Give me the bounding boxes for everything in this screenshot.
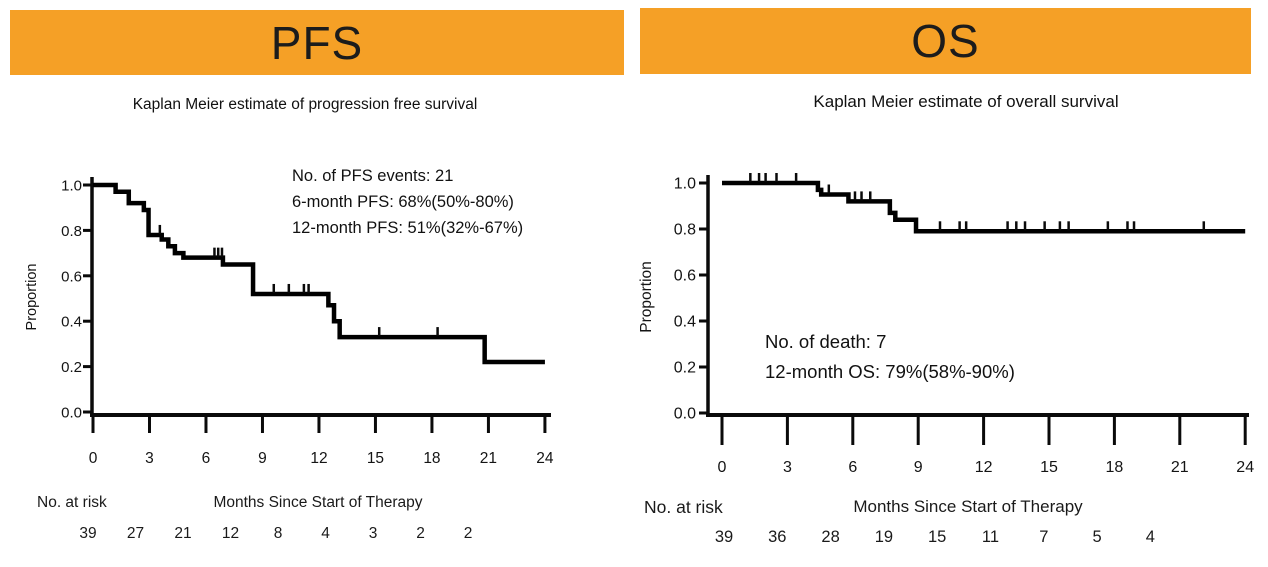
km-curve [722,180,1246,234]
x-tick-label: 18 [1106,459,1124,476]
risk-count: 12 [221,525,240,542]
y-tick-label: 0.8 [61,223,82,240]
risk-count: 39 [714,528,734,546]
risk-count: 4 [321,525,330,542]
pfs-km-plot: 0.0 0.2 0.4 0.6 0.8 1.0 0 3 6 9 12 15 18 21 24 Proporti… [24,177,554,467]
x-tick-label: 9 [258,450,267,467]
x-tick-label: 21 [480,450,497,467]
risk-count: 15 [928,528,947,546]
x-tick-label: 21 [1171,459,1189,476]
x-tick-label: 15 [1040,459,1058,476]
risk-count: 4 [1145,528,1155,546]
risk-count: 2 [416,525,425,542]
risk-count: 36 [768,528,787,546]
y-tick-label: 1.0 [674,176,696,193]
x-tick-label: 12 [310,450,327,467]
annotation-line: No. of PFS events: 21 [292,167,454,185]
km-curve [93,182,545,365]
os-risk-label: No. at risk [644,497,723,517]
os-banner: OS [640,8,1251,74]
y-tick-label: 0.8 [674,222,696,239]
risk-count: 19 [874,528,894,546]
os-x-axis-title: Months Since Start of Therapy [853,497,1083,516]
x-tick-label: 6 [848,459,857,476]
y-tick-label: 0.4 [674,314,696,331]
pfs-risk-label: No. at risk [37,494,107,511]
annotation-line: 12-month OS: 79%(58%-90%) [765,361,1015,382]
y-tick-label: 0.2 [674,360,696,377]
x-tick-label: 6 [202,450,211,467]
risk-count: 28 [821,528,840,546]
risk-count: 7 [1039,528,1049,546]
pfs-banner: PFS [10,10,624,75]
x-tick-label: 18 [423,450,440,467]
pfs-annotation-block: No. of PFS events: 21 6-month PFS: 68%(50… [292,163,523,241]
panel-os: OS Kaplan Meier estimate of overall surv… [634,0,1268,567]
os-risk-row: 39 36 28 19 15 11 7 5 4 [634,528,1268,558]
x-tick-label: 12 [975,459,993,476]
y-tick-label: 0.0 [61,405,82,422]
risk-count: 2 [463,525,473,542]
y-axis-title: Proportion [24,264,40,331]
y-axis-title: Proportion [638,261,655,333]
pfs-banner-title: PFS [270,16,364,69]
annotation-line: 12-month PFS: 51%(32%-67%) [292,219,524,237]
x-tick-label: 24 [536,450,554,467]
y-tick-label: 1.0 [61,178,82,195]
pfs-subtitle: Kaplan Meier estimate of progression fre… [132,96,478,113]
risk-count: 39 [79,525,97,542]
panel-pfs: PFS Kaplan Meier estimate of progression… [0,10,634,555]
x-tick-label: 3 [145,450,154,467]
y-tick-label: 0.0 [674,406,696,423]
os-subtitle: Kaplan Meier estimate of overall surviva… [813,92,1119,111]
y-tick-label: 0.2 [61,359,82,376]
risk-count: 11 [981,528,1000,546]
annotation-line: 6-month PFS: 68%(50%-80%) [292,193,514,211]
y-tick-label: 0.6 [61,268,82,285]
y-tick-label: 0.6 [674,268,696,285]
x-tick-label: 24 [1236,459,1254,476]
x-tick-label: 3 [783,459,792,476]
pfs-x-axis-title: Months Since Start of Therapy [213,494,423,511]
os-km-plot: 0.0 0.2 0.4 0.6 0.8 1.0 0 3 6 9 12 15 18 21 24 Proporti… [638,173,1254,476]
x-tick-label: 0 [718,459,727,476]
x-tick-label: 9 [914,459,923,476]
risk-count: 8 [273,525,283,542]
x-tick-label: 15 [367,450,384,467]
risk-count: 3 [368,525,378,542]
y-tick-label: 0.4 [61,314,82,331]
os-banner-title: OS [911,15,980,67]
risk-count: 27 [126,525,145,542]
risk-count: 5 [1092,528,1102,546]
pfs-risk-row: 39 27 21 12 8 4 3 2 2 [0,525,634,555]
annotation-line: No. of death: 7 [765,331,887,352]
risk-count: 21 [174,525,192,542]
x-tick-label: 0 [89,450,98,467]
os-annotation-block: No. of death: 7 12-month OS: 79%(58%-90%) [765,327,1015,387]
